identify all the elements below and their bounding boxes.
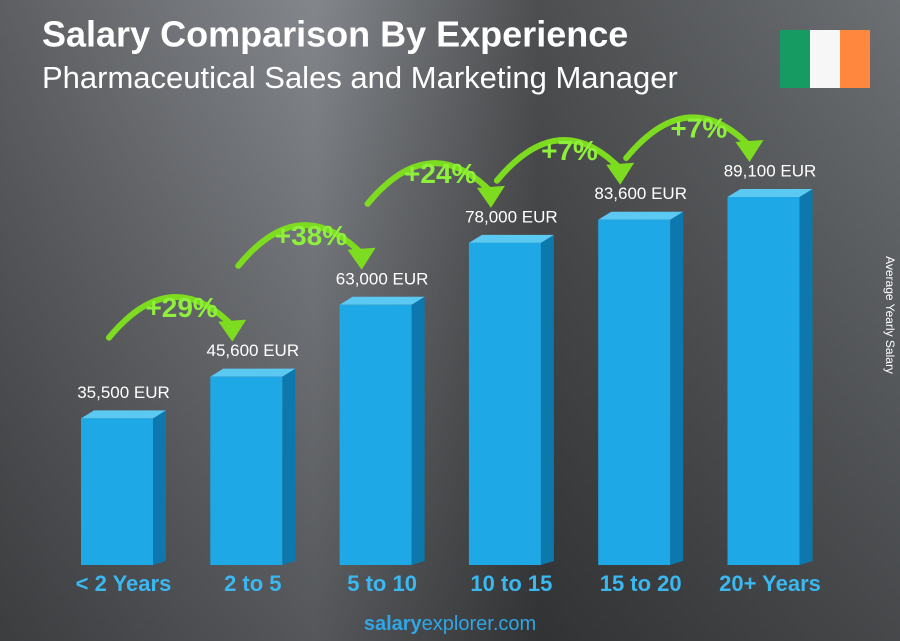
x-tick-label: 10 to 15 xyxy=(470,571,552,596)
bar-side xyxy=(799,189,813,565)
value-label: 35,500 EUR xyxy=(77,383,170,402)
value-label: 78,000 EUR xyxy=(465,207,558,226)
x-tick-label: 5 to 10 xyxy=(347,571,417,596)
arrow-arc xyxy=(493,137,626,184)
arrow-head xyxy=(218,319,247,342)
change-arrow xyxy=(623,114,764,162)
chart-title: Salary Comparison By Experience xyxy=(42,14,628,55)
footer: salaryexplorer.com xyxy=(364,613,536,635)
flag-white xyxy=(810,30,840,88)
flag-green xyxy=(780,30,810,88)
chart-subtitle: Pharmaceutical Sales and Marketing Manag… xyxy=(42,60,678,95)
bar-top xyxy=(727,189,813,197)
value-label: 89,100 EUR xyxy=(724,161,817,180)
arrow-head xyxy=(606,162,635,185)
value-label: 63,000 EUR xyxy=(336,269,429,288)
change-arrow xyxy=(235,222,376,270)
arrow-arc xyxy=(364,160,496,207)
x-tick-label: < 2 Years xyxy=(76,571,172,596)
bar xyxy=(598,219,671,565)
arrow-head xyxy=(347,247,376,270)
bar-top xyxy=(339,296,425,305)
footer-domain: explorer.com xyxy=(422,613,537,635)
bar xyxy=(727,197,800,565)
bar-top xyxy=(210,368,296,377)
bar xyxy=(468,242,541,565)
value-label: 45,600 EUR xyxy=(206,341,299,360)
change-arrow xyxy=(106,293,247,342)
bar-side xyxy=(540,234,554,565)
change-arrow xyxy=(493,137,635,185)
bar-top xyxy=(598,211,684,220)
bar-side xyxy=(153,410,166,565)
change-arrow xyxy=(364,160,505,208)
footer-brand: salary xyxy=(364,613,423,635)
value-label: 83,600 EUR xyxy=(594,184,687,203)
bar-top xyxy=(81,410,166,419)
bar-side xyxy=(670,211,684,565)
arrow-head xyxy=(476,185,505,208)
bar xyxy=(339,304,412,565)
bar-side xyxy=(282,368,296,565)
arrow-arc xyxy=(235,222,367,269)
bar-top xyxy=(468,234,554,243)
bar xyxy=(81,418,153,565)
change-label: +38% xyxy=(275,220,347,251)
y-axis-label: Average Yearly Salary xyxy=(883,256,897,374)
change-label: +29% xyxy=(145,292,217,323)
x-tick-label: 20+ Years xyxy=(719,571,821,596)
x-tick-label: 15 to 20 xyxy=(600,571,682,596)
change-label: +7% xyxy=(541,135,598,166)
bar-side xyxy=(411,296,425,565)
x-tick-label: 2 to 5 xyxy=(224,571,281,596)
flag xyxy=(780,30,870,88)
change-label: +7% xyxy=(670,112,727,143)
flag-orange xyxy=(840,30,870,88)
change-label: +24% xyxy=(404,158,476,189)
bar xyxy=(210,376,283,565)
arrow-head xyxy=(735,140,764,162)
arrow-arc xyxy=(106,293,238,341)
arrow-arc xyxy=(623,114,755,161)
